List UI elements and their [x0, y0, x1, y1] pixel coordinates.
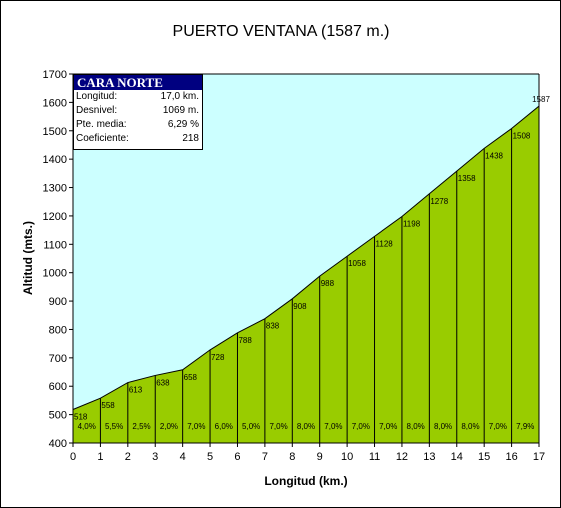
y-tick-label: 1200: [43, 211, 67, 223]
x-tick-label: 10: [341, 451, 353, 463]
altitude-label: 1587: [532, 95, 550, 104]
y-tick-label: 400: [49, 438, 67, 450]
gradient-label: 5,0%: [242, 422, 260, 431]
altitude-label: 1358: [458, 174, 476, 183]
info-label: Pte. media:: [76, 119, 127, 130]
gradient-label: 7,0%: [187, 422, 205, 431]
gradient-label: 7,9%: [516, 422, 534, 431]
y-tick-label: 900: [49, 296, 67, 308]
gradient-label: 7,0%: [489, 422, 507, 431]
altitude-label: 838: [266, 322, 280, 331]
y-tick-label: 500: [49, 410, 67, 422]
altitude-label: 613: [129, 386, 143, 395]
altitude-label: 988: [321, 279, 335, 288]
y-axis-label: Altitud (mts.): [21, 221, 35, 295]
x-tick-label: 7: [262, 451, 268, 463]
x-tick-label: 5: [207, 451, 213, 463]
info-value: 218: [182, 133, 199, 144]
x-tick-label: 4: [180, 451, 186, 463]
altitude-label: 1128: [376, 239, 394, 248]
altitude-label: 1438: [485, 151, 503, 160]
x-tick-label: 1: [97, 451, 103, 463]
gradient-label: 4,0%: [78, 422, 96, 431]
altitude-label: 728: [211, 353, 225, 362]
x-tick-label: 3: [152, 451, 158, 463]
info-label: Longitud:: [76, 91, 118, 102]
gradient-label: 2,5%: [132, 422, 150, 431]
y-tick-label: 1500: [43, 126, 67, 138]
y-tick-label: 700: [49, 353, 67, 365]
profile-area: [72, 105, 540, 444]
altitude-label: 1278: [430, 197, 448, 206]
x-tick-label: 8: [289, 451, 295, 463]
altitude-label: 658: [184, 373, 198, 382]
x-tick-label: 13: [423, 451, 435, 463]
altitude-label: 1198: [403, 219, 421, 228]
y-tick-label: 1700: [43, 69, 67, 81]
info-row-pendiente: Pte. media: 6,29 %: [74, 118, 202, 132]
x-tick-label: 0: [70, 451, 76, 463]
x-tick-label: 12: [396, 451, 408, 463]
altitude-label: 558: [101, 401, 115, 410]
info-row-desnivel: Desnivel: 1069 m.: [74, 104, 202, 118]
y-tick-label: 1100: [43, 239, 67, 251]
y-tick-label: 1600: [43, 97, 67, 109]
gradient-label: 8,0%: [461, 422, 479, 431]
x-tick-label: 2: [125, 451, 131, 463]
y-tick-label: 1300: [43, 183, 67, 195]
info-row-coeficiente: Coeficiente: 218: [74, 132, 202, 146]
altitude-label: 638: [156, 378, 170, 387]
x-tick-label: 16: [505, 451, 517, 463]
altitude-label: 908: [293, 302, 307, 311]
gradient-label: 2,0%: [160, 422, 178, 431]
altitude-label: 788: [238, 336, 252, 345]
info-box-title: CARA NORTE: [74, 75, 202, 90]
info-box: CARA NORTE Longitud: 17,0 km. Desnivel: …: [73, 74, 203, 150]
info-label: Coeficiente:: [76, 133, 129, 144]
y-tick-label: 1400: [43, 154, 67, 166]
x-tick-label: 9: [317, 451, 323, 463]
x-tick-label: 17: [533, 451, 545, 463]
gradient-label: 7,0%: [379, 422, 397, 431]
altitude-label: 518: [74, 413, 88, 422]
x-tick-label: 6: [234, 451, 240, 463]
x-tick-label: 15: [478, 451, 490, 463]
y-tick-label: 1000: [43, 268, 67, 280]
gradient-label: 7,0%: [269, 422, 287, 431]
altitude-label: 1058: [348, 259, 366, 268]
gradient-label: 7,0%: [352, 422, 370, 431]
gradient-label: 8,0%: [297, 422, 315, 431]
gradient-label: 6,0%: [215, 422, 233, 431]
x-tick-label: 11: [369, 451, 380, 463]
y-tick-label: 800: [49, 324, 67, 336]
gradient-label: 8,0%: [434, 422, 452, 431]
info-value: 1069 m.: [162, 105, 199, 116]
x-axis-label: Longitud (km.): [264, 474, 347, 488]
info-value: 17,0 km.: [160, 91, 199, 102]
gradient-label: 5,5%: [105, 422, 123, 431]
info-value: 6,29 %: [167, 119, 199, 130]
gradient-label: 8,0%: [407, 422, 425, 431]
y-tick-label: 600: [49, 381, 67, 393]
x-tick-label: 14: [451, 451, 463, 463]
info-label: Desnivel:: [76, 105, 118, 116]
chart-title: PUERTO VENTANA (1587 m.): [173, 23, 390, 40]
gradient-label: 7,0%: [324, 422, 342, 431]
info-row-longitud: Longitud: 17,0 km.: [74, 90, 202, 104]
altitude-label: 1508: [513, 131, 531, 140]
